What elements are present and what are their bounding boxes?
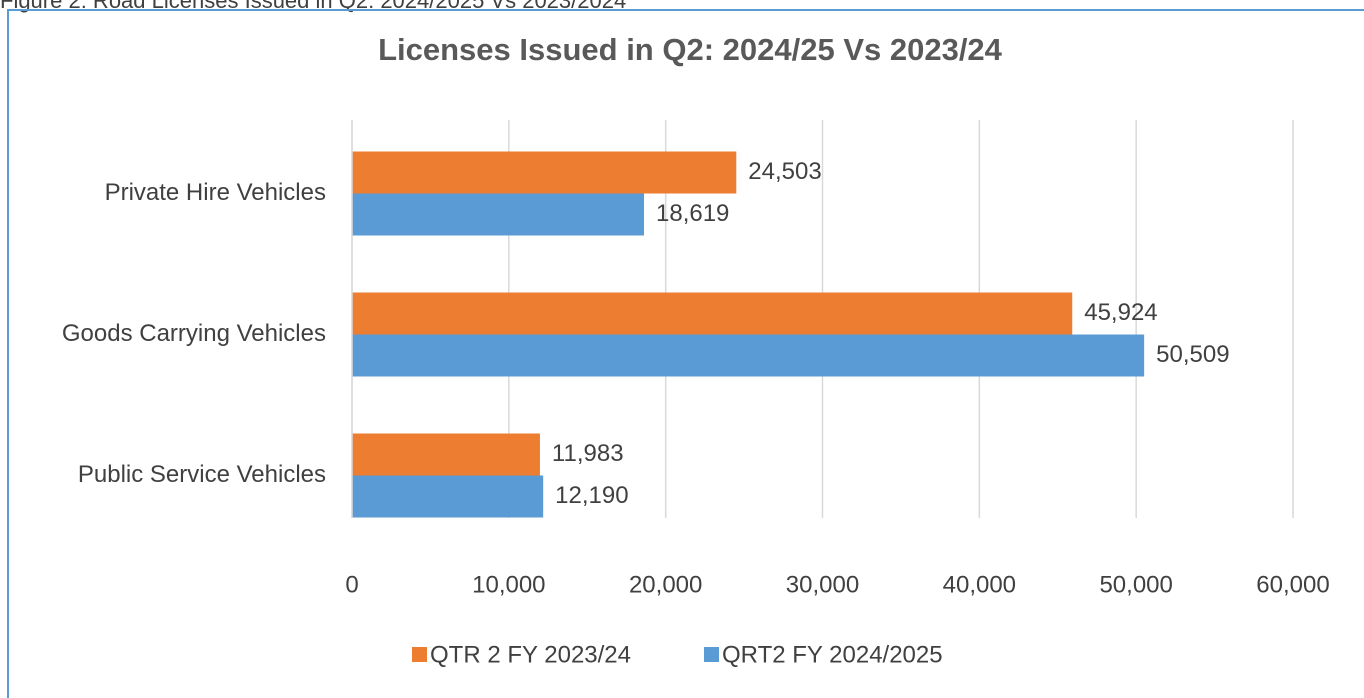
bar xyxy=(352,334,1145,377)
y-tick-label: Public Service Vehicles xyxy=(78,461,326,488)
data-label: 50,509 xyxy=(1156,341,1229,368)
bar xyxy=(352,475,544,518)
x-tick-label: 0 xyxy=(345,571,358,598)
y-tick-label: Goods Carrying Vehicles xyxy=(62,320,326,347)
x-tick-label: 10,000 xyxy=(472,571,545,598)
data-label: 12,190 xyxy=(555,482,628,509)
bar xyxy=(352,151,737,194)
legend-swatch xyxy=(704,647,719,662)
bar xyxy=(352,433,540,476)
data-label: 24,503 xyxy=(748,158,821,185)
x-tick-label: 40,000 xyxy=(943,571,1016,598)
legend-label: QRT2 FY 2024/2025 xyxy=(722,641,943,668)
data-label: 18,619 xyxy=(656,200,729,227)
data-label: 45,924 xyxy=(1084,299,1157,326)
x-tick-label: 20,000 xyxy=(629,571,702,598)
y-tick-label: Private Hire Vehicles xyxy=(105,179,326,206)
chart-border xyxy=(7,9,1364,698)
bar xyxy=(352,292,1073,335)
chart-title: Licenses Issued in Q2: 2024/25 Vs 2023/2… xyxy=(378,32,1003,67)
x-tick-label: 30,000 xyxy=(786,571,859,598)
x-tick-label: 60,000 xyxy=(1256,571,1329,598)
legend-swatch xyxy=(412,647,427,662)
bar xyxy=(352,193,645,236)
legend-label: QTR 2 FY 2023/24 xyxy=(430,641,631,668)
x-tick-label: 50,000 xyxy=(1099,571,1172,598)
data-label: 11,983 xyxy=(552,440,624,467)
